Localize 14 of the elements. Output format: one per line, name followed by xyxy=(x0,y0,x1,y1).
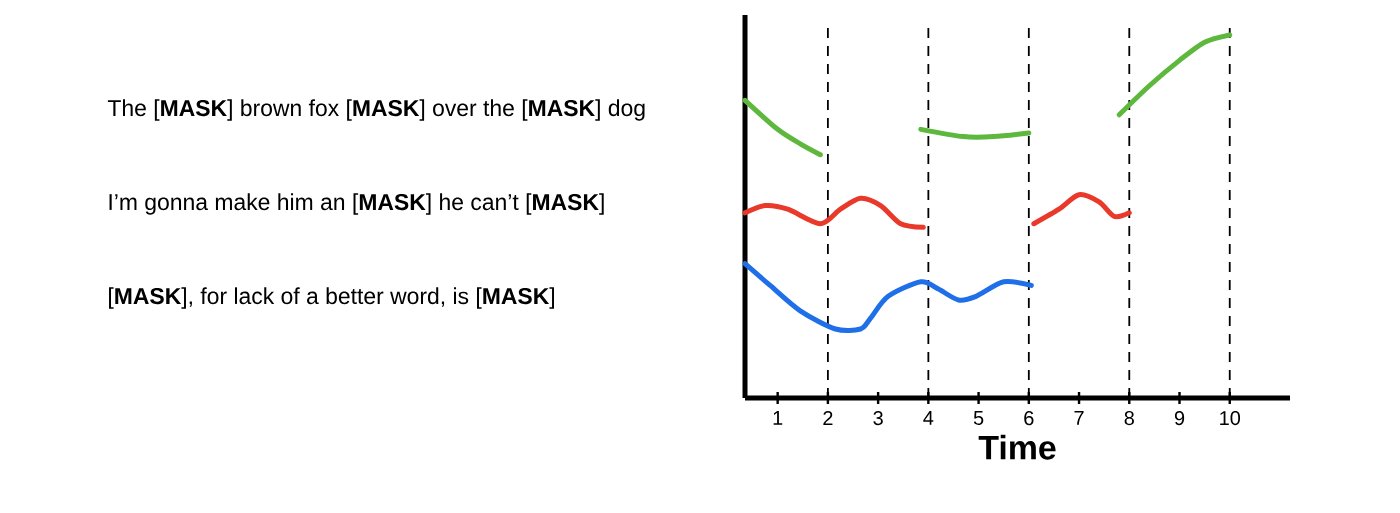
x-tick-label: 7 xyxy=(1074,411,1084,425)
x-tick-label: 6 xyxy=(1024,411,1034,426)
x-tick-label: 2 xyxy=(823,411,833,425)
x-tick-label: 3 xyxy=(873,411,883,426)
text: I’m gonna make him an [MASK] he can’t [MASK] xyxy=(109,193,604,215)
x-tick-label: 1 xyxy=(773,411,783,425)
x-tick-label: 10 xyxy=(1220,411,1241,426)
x-tick-label: 8 xyxy=(1124,411,1134,426)
x-axis-title: Time xyxy=(978,434,1056,460)
text: [MASK], for lack of a better word, is [MASK] xyxy=(109,287,554,309)
x-tick-label: 9 xyxy=(1174,411,1185,426)
text: The [MASK] brown fox [MASK] over the [MASK] dog xyxy=(107,99,645,121)
x-tick-label: 4 xyxy=(923,411,934,425)
x-tick-label: 5 xyxy=(973,411,984,425)
